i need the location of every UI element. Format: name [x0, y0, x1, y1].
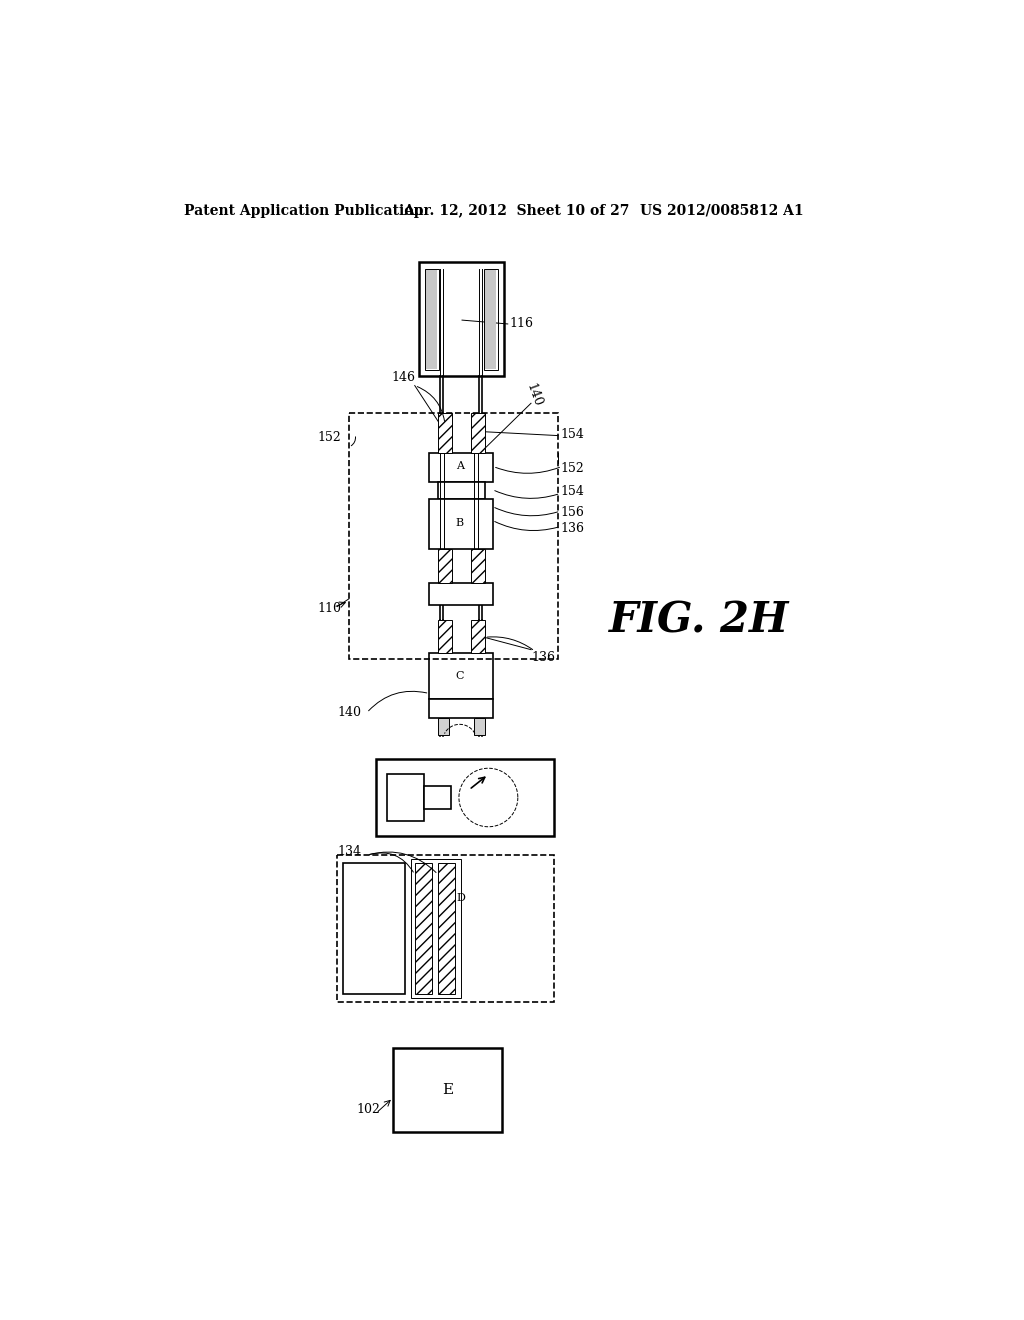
- Bar: [376, 759, 554, 836]
- FancyArrowPatch shape: [418, 387, 444, 421]
- Bar: [411, 859, 461, 998]
- Text: 156: 156: [560, 506, 585, 519]
- Text: 154: 154: [560, 428, 585, 441]
- Text: 146: 146: [391, 371, 416, 384]
- Bar: [426, 271, 437, 368]
- Text: 110: 110: [317, 602, 342, 615]
- Text: 102: 102: [356, 1102, 381, 1115]
- FancyArrowPatch shape: [370, 851, 436, 873]
- Text: B: B: [456, 519, 464, 528]
- Bar: [349, 412, 558, 659]
- Bar: [425, 268, 438, 370]
- Bar: [429, 653, 493, 700]
- Bar: [438, 863, 455, 994]
- FancyArrowPatch shape: [369, 692, 427, 710]
- FancyArrowPatch shape: [370, 853, 414, 873]
- Text: Apr. 12, 2012  Sheet 10 of 27: Apr. 12, 2012 Sheet 10 of 27: [403, 203, 630, 218]
- Bar: [471, 549, 484, 583]
- Bar: [387, 775, 424, 821]
- Bar: [429, 499, 493, 549]
- Bar: [438, 620, 452, 653]
- Text: 116: 116: [509, 317, 534, 330]
- Bar: [485, 271, 496, 368]
- Text: 134: 134: [337, 845, 361, 858]
- Text: US 2012/0085812 A1: US 2012/0085812 A1: [640, 203, 803, 218]
- Bar: [429, 700, 493, 718]
- FancyArrowPatch shape: [495, 491, 558, 499]
- Bar: [424, 785, 452, 809]
- Bar: [438, 549, 452, 583]
- Bar: [474, 718, 484, 735]
- Text: 140: 140: [523, 381, 544, 409]
- Text: A: A: [456, 462, 464, 471]
- Bar: [419, 263, 504, 376]
- Text: D: D: [457, 892, 466, 903]
- Text: Patent Application Publication: Patent Application Publication: [183, 203, 424, 218]
- Bar: [483, 268, 498, 370]
- FancyArrowPatch shape: [351, 437, 355, 446]
- Text: 152: 152: [560, 462, 585, 475]
- Bar: [393, 1048, 502, 1133]
- Text: 140: 140: [337, 706, 361, 719]
- Bar: [471, 412, 484, 453]
- Bar: [415, 863, 432, 994]
- FancyArrowPatch shape: [495, 508, 558, 516]
- Text: 154: 154: [560, 484, 585, 498]
- Text: E: E: [441, 1084, 453, 1097]
- FancyArrowPatch shape: [487, 636, 532, 649]
- Bar: [438, 482, 484, 499]
- Bar: [471, 620, 484, 653]
- Text: 136: 136: [560, 521, 585, 535]
- Text: 136: 136: [531, 651, 555, 664]
- Bar: [429, 583, 493, 605]
- Text: 152: 152: [317, 430, 342, 444]
- FancyArrowPatch shape: [495, 521, 558, 531]
- Text: FIG. 2H: FIG. 2H: [608, 599, 788, 642]
- FancyArrowPatch shape: [496, 467, 559, 474]
- Bar: [337, 855, 554, 1002]
- Bar: [438, 718, 449, 735]
- Text: C: C: [456, 671, 464, 681]
- Bar: [343, 863, 406, 994]
- Bar: [429, 453, 493, 482]
- Bar: [438, 412, 452, 453]
